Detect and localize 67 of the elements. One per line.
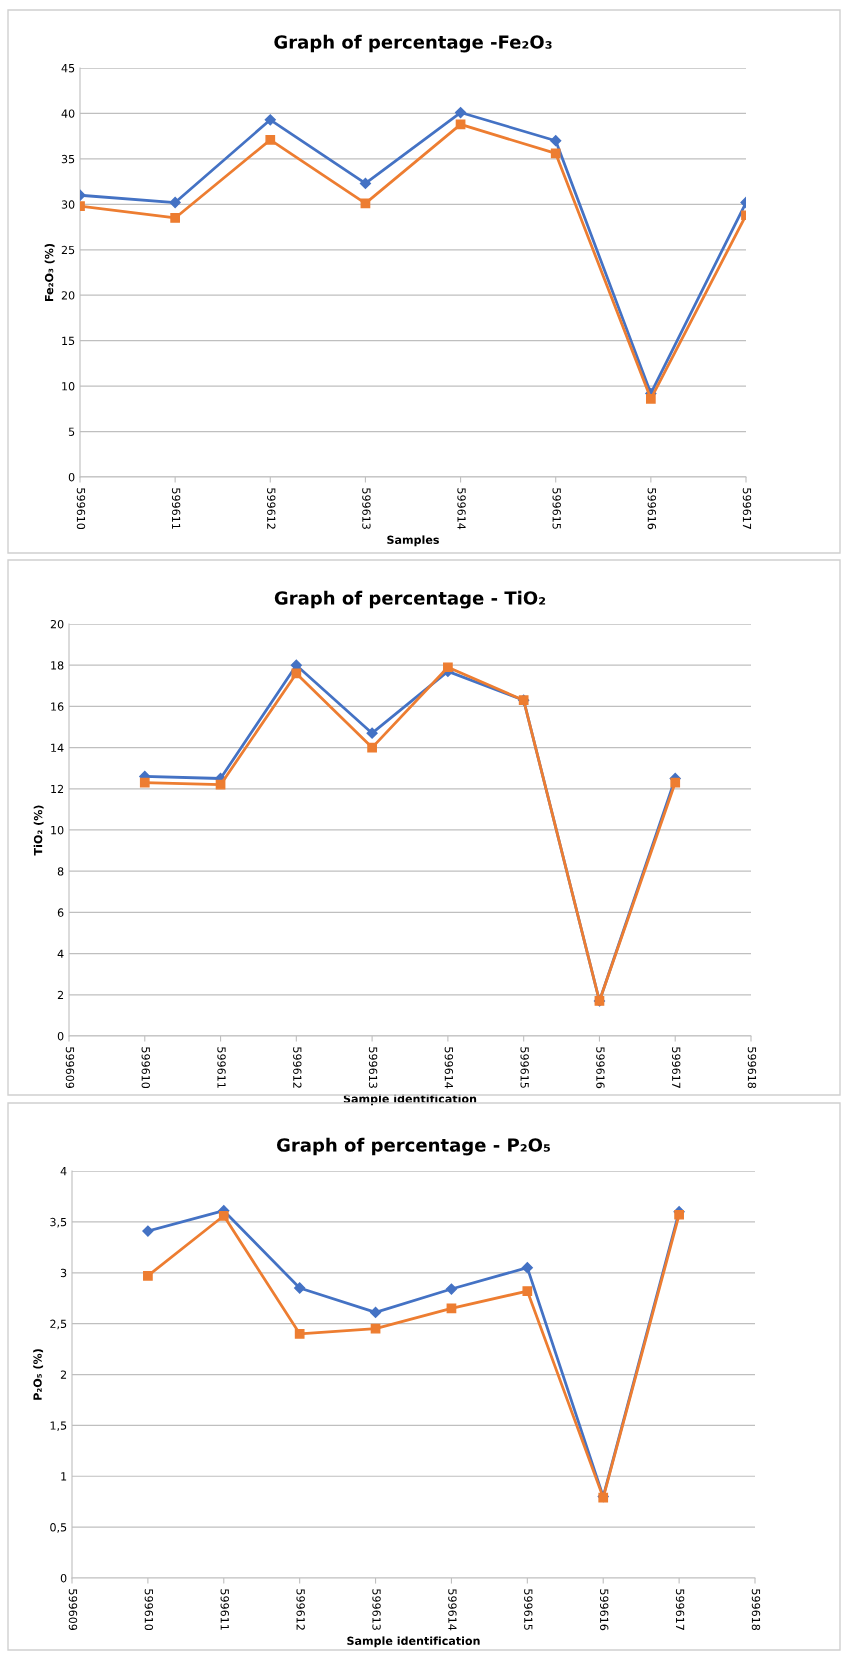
x-axis-title: Sample identification [347,1636,480,1648]
x-tick-label: 599617 [675,1589,685,1630]
y-axis-title: Fe₂O₃ (%) [44,243,55,301]
x-tick-label: 599614 [448,1589,457,1631]
y-tick-label: 10 [62,382,75,391]
y-axis-title: P₂O₅ (%) [33,1349,44,1400]
y-tick-label: 2 [60,1370,67,1379]
x-tick-label: 599616 [596,1047,605,1089]
y-axis-title: TiO₂ (%) [33,805,44,856]
y-tick-label: 15 [62,336,75,346]
y-tick-label: 35 [61,154,75,164]
chart-title: Graph of percentage - P₂O₅ [276,1137,550,1156]
y-tick-label: 12 [51,784,64,794]
x-tick-label: 599611 [217,1047,226,1088]
y-tick-label: 1,5 [50,1421,67,1431]
x-tick-label: 599615 [520,1047,529,1088]
y-tick-label: 0 [60,1573,67,1583]
y-tick-label: 40 [61,109,75,118]
y-tick-label: 20 [50,619,64,629]
y-tick-label: 0 [68,472,75,482]
x-tick-label: 599618 [751,1589,761,1631]
y-tick-label: 6 [57,908,64,917]
chart-title: Graph of percentage -Fe₂O₃ [274,34,552,53]
y-tick-label: 20 [61,291,75,300]
x-tick-label: 599618 [747,1047,757,1089]
x-tick-label: 599616 [647,488,657,530]
y-tick-label: 2 [57,990,64,1000]
y-tick-label: 2,5 [50,1319,67,1330]
y-tick-label: 1 [61,1472,67,1481]
y-tick-label: 3,5 [50,1217,67,1228]
x-tick-label: 599615 [524,1589,533,1630]
x-tick-label: 599615 [552,488,561,529]
x-tick-label: 599612 [293,1047,302,1088]
y-tick-label: 5 [68,427,75,436]
y-tick-label: 4 [57,949,64,958]
x-tick-label: 599617 [742,488,752,529]
y-tick-label: 0,5 [50,1523,67,1533]
x-tick-label: 599610 [144,1589,154,1631]
x-tick-label: 599610 [141,1047,150,1089]
y-tick-label: 14 [51,743,64,752]
x-tick-label: 599614 [444,1047,454,1089]
y-tick-label: 16 [51,702,64,711]
x-tick-label: 599609 [68,1589,78,1631]
y-tick-label: 4 [60,1167,67,1176]
x-tick-label: 599612 [296,1589,305,1630]
x-tick-label: 599614 [457,488,466,530]
x-tick-label: 599616 [600,1589,609,1631]
x-axis-title: Sample identification [343,1094,477,1106]
y-tick-label: 25 [61,245,75,255]
y-tick-label: 0 [57,1031,64,1041]
x-tick-label: 599610 [76,488,86,530]
x-tick-label: 599613 [368,1047,378,1088]
x-tick-label: 599613 [372,1589,381,1630]
x-tick-label: 599611 [220,1589,229,1630]
x-tick-label: 599612 [267,488,276,529]
y-tick-label: 8 [57,867,64,876]
chart-title: Graph of percentage - TiO₂ [274,590,546,609]
x-tick-label: 599609 [65,1047,75,1089]
x-tick-label: 599617 [672,1047,681,1088]
x-tick-label: 599611 [171,488,181,529]
x-tick-label: 599613 [362,488,371,529]
y-tick-label: 3 [60,1268,67,1278]
y-tick-label: 18 [51,661,64,670]
y-tick-label: 30 [61,200,75,209]
y-tick-label: 10 [51,825,64,835]
y-tick-label: 45 [61,64,75,73]
x-axis-title: Samples [387,535,439,547]
